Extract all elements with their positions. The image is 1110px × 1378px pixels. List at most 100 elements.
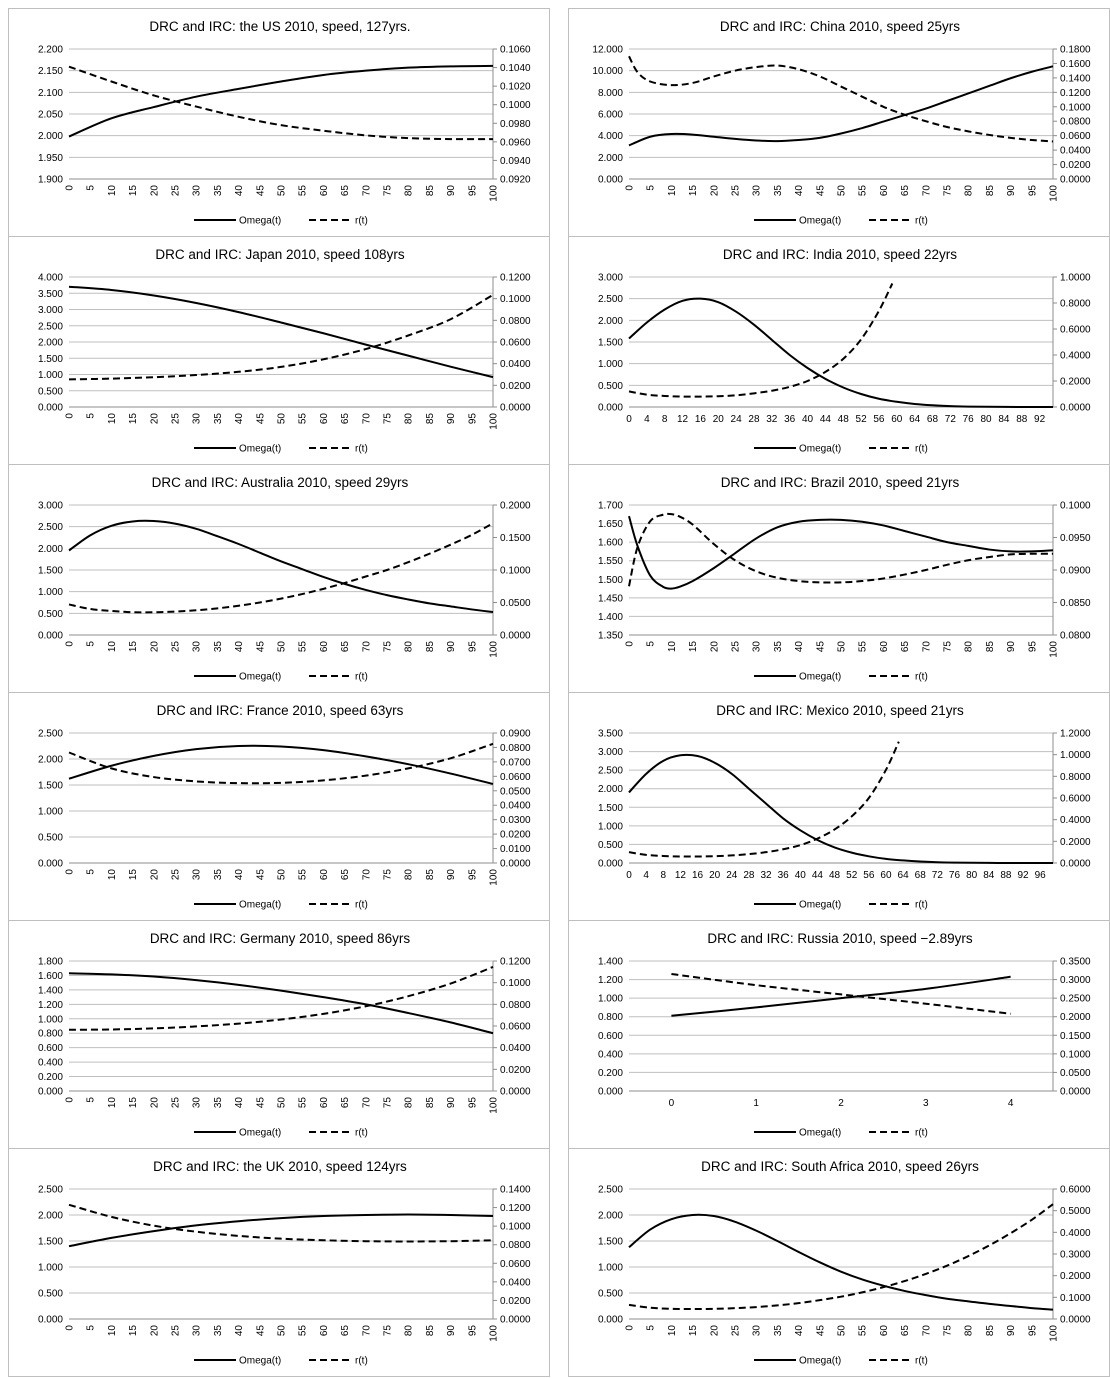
legend-r-label: r(t) [915,1356,928,1367]
y-left-tick-label: 1.000 [38,807,63,818]
y-left-tick-label: 1.400 [598,957,623,968]
legend-omega-label: Omega(t) [239,216,281,227]
y-right-tick-label: 0.2000 [1060,837,1091,848]
y-left-tick-label: 0.600 [598,1031,623,1042]
y-left-tick-label: 0.000 [598,175,623,186]
x-tick-label: 75 [943,185,954,197]
y-right-tick-label: 0.0300 [500,815,531,826]
x-tick-label: 96 [1035,870,1047,881]
x-tick-label: 45 [815,641,826,653]
x-tick-label: 20 [149,1097,160,1109]
omega-series-line [628,1213,1054,1311]
x-tick-label: 92 [1017,870,1029,881]
y-right-tick-label: 0.0000 [1060,175,1091,186]
chart-panel: DRC and IRC: Russia 2010, speed −2.89yrs… [568,920,1110,1149]
y-right-tick-label: 0.0000 [500,859,531,870]
y-right-tick-label: 0.0000 [1060,403,1091,414]
x-tick-label: 0 [625,1325,636,1331]
x-tick-label: 25 [171,1325,182,1337]
omega-series-line [68,972,494,1035]
x-tick-label: 45 [255,413,266,425]
x-tick-label: 45 [255,1097,266,1109]
x-tick-label: 92 [1034,414,1046,425]
y-right-tick-label: 0.1600 [1060,59,1091,70]
y-left-tick-label: 0.500 [38,386,63,397]
y-right-tick-label: 0.0600 [500,1259,531,1270]
x-tick-label: 95 [467,1097,478,1109]
y-left-tick-label: 1.500 [598,1237,623,1248]
y-left-tick-label: 1.000 [598,821,623,832]
x-tick-label: 70 [921,641,932,653]
x-tick-label: 40 [234,1325,245,1337]
x-tick-label: 0 [65,185,76,191]
y-left-tick-label: 0.500 [38,833,63,844]
y-right-tick-label: 0.1000 [1060,501,1091,512]
y-right-tick-label: 0.0000 [500,1315,531,1326]
x-tick-label: 75 [383,1097,394,1109]
x-tick-label: 50 [277,869,288,881]
y-left-tick-label: 1.000 [38,370,63,381]
r-series-line [68,966,494,1031]
x-tick-label: 20 [709,1325,720,1337]
x-tick-label: 80 [404,641,415,653]
y-left-tick-label: 1.800 [38,957,63,968]
y-left-tick-label: 1.000 [598,994,623,1005]
x-tick-label: 100 [489,1097,500,1114]
legend-r-label: r(t) [915,1128,928,1139]
y-right-tick-label: 0.0000 [1060,1315,1091,1326]
y-right-tick-label: 0.1200 [500,1203,531,1214]
x-tick-label: 95 [1027,185,1038,197]
x-tick-label: 60 [319,1325,330,1337]
y-left-tick-label: 2.150 [38,66,63,77]
chart-title: DRC and IRC: Australia 2010, speed 29yrs [152,475,409,490]
chart-title: DRC and IRC: Japan 2010, speed 108yrs [155,247,404,262]
x-tick-label: 75 [383,1325,394,1337]
x-tick-label: 85 [425,641,436,653]
y-left-tick-label: 1.500 [598,803,623,814]
x-tick-label: 25 [731,641,742,653]
y-left-tick-label: 1.900 [38,175,63,186]
x-tick-label: 90 [446,413,457,425]
legend-omega-label: Omega(t) [799,1356,841,1367]
y-right-tick-label: 0.0400 [500,801,531,812]
x-tick-label: 60 [879,185,890,197]
legend-omega-label: Omega(t) [239,900,281,911]
x-tick-label: 5 [86,413,97,419]
y-right-tick-label: 0.0000 [500,1087,531,1098]
r-series-line [68,522,494,614]
y-left-tick-label: 1.400 [38,985,63,996]
y-left-tick-label: 2.000 [598,153,623,164]
x-tick-label: 48 [829,870,841,881]
x-tick-label: 55 [298,185,309,197]
x-tick-label: 65 [340,641,351,653]
y-right-tick-label: 0.0400 [500,1277,531,1288]
x-tick-label: 10 [667,641,678,653]
y-right-tick-label: 0.0940 [500,156,531,167]
r-series-line [68,65,494,141]
y-left-tick-label: 0.000 [598,1087,623,1098]
x-tick-label: 40 [234,641,245,653]
chart-panel: DRC and IRC: the UK 2010, speed 124yrs 0.… [8,1148,550,1377]
y-right-tick-label: 0.0200 [500,1065,531,1076]
x-tick-label: 35 [213,869,224,881]
y-left-tick-label: 2.500 [598,1185,623,1196]
r-series-line [628,741,900,858]
omega-series-line [68,64,494,138]
y-left-tick-label: 0.600 [38,1043,63,1054]
x-tick-label: 45 [255,1325,266,1337]
x-tick-label: 16 [695,414,707,425]
y-right-tick-label: 0.1000 [500,978,531,989]
x-tick-label: 55 [298,641,309,653]
x-tick-label: 44 [812,870,824,881]
x-tick-label: 32 [760,870,772,881]
x-tick-label: 70 [921,185,932,197]
legend-r-label: r(t) [355,672,368,683]
legend-r-label: r(t) [915,216,928,227]
y-left-tick-label: 0.200 [38,1072,63,1083]
y-left-tick-label: 0.000 [38,631,63,642]
legend-r-label: r(t) [355,1128,368,1139]
x-tick-label: 12 [677,414,689,425]
legend-r-label: r(t) [355,444,368,455]
chart-panel: DRC and IRC: South Africa 2010, speed 26… [568,1148,1110,1377]
omega-series-line [628,753,1053,864]
